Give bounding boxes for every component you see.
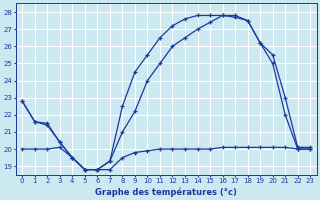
X-axis label: Graphe des températures (°c): Graphe des températures (°c) xyxy=(95,187,237,197)
